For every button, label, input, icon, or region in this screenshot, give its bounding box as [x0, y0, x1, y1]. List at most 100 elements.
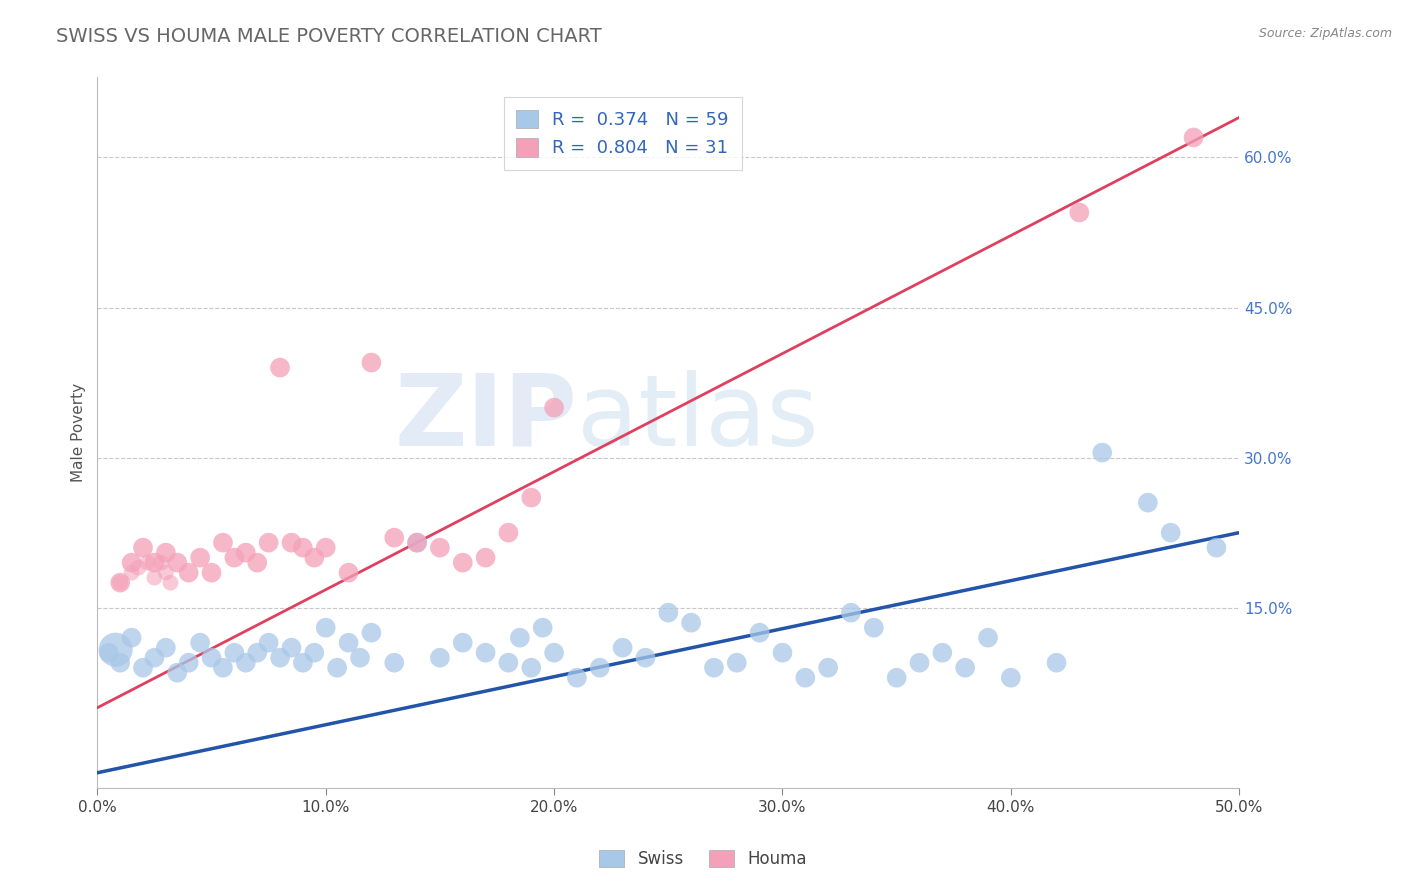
- Point: [337, 636, 360, 650]
- Point: [269, 360, 291, 375]
- Point: [121, 631, 143, 645]
- Point: [155, 546, 177, 560]
- Point: [108, 575, 131, 590]
- Point: [360, 355, 382, 369]
- Point: [1205, 541, 1227, 555]
- Point: [498, 656, 520, 670]
- Point: [543, 401, 565, 415]
- Text: Source: ZipAtlas.com: Source: ZipAtlas.com: [1258, 27, 1392, 40]
- Point: [1069, 205, 1091, 219]
- Point: [953, 661, 976, 675]
- Point: [886, 671, 908, 685]
- Point: [406, 535, 429, 549]
- Point: [543, 646, 565, 660]
- Point: [257, 535, 280, 549]
- Point: [155, 640, 177, 655]
- Point: [520, 661, 543, 675]
- Point: [132, 541, 155, 555]
- Text: atlas: atlas: [576, 370, 818, 467]
- Point: [589, 661, 612, 675]
- Point: [862, 621, 884, 635]
- Point: [155, 566, 177, 580]
- Point: [657, 606, 679, 620]
- Point: [108, 656, 131, 670]
- Point: [474, 646, 496, 660]
- Point: [1160, 525, 1182, 540]
- Point: [166, 556, 188, 570]
- Legend: R =  0.374   N = 59, R =  0.804   N = 31: R = 0.374 N = 59, R = 0.804 N = 31: [503, 97, 741, 170]
- Point: [291, 541, 314, 555]
- Point: [143, 556, 166, 570]
- Point: [509, 631, 531, 645]
- Point: [634, 650, 657, 665]
- Point: [531, 621, 554, 635]
- Point: [382, 656, 405, 670]
- Point: [1000, 671, 1022, 685]
- Point: [565, 671, 588, 685]
- Point: [908, 656, 931, 670]
- Point: [212, 661, 235, 675]
- Point: [977, 631, 1000, 645]
- Point: [772, 646, 794, 660]
- Point: [315, 621, 337, 635]
- Point: [104, 642, 127, 657]
- Point: [1091, 445, 1114, 459]
- Point: [326, 661, 349, 675]
- Point: [520, 491, 543, 505]
- Point: [246, 556, 269, 570]
- Point: [188, 636, 211, 650]
- Point: [224, 550, 246, 565]
- Point: [257, 636, 280, 650]
- Point: [839, 606, 862, 620]
- Point: [166, 665, 188, 680]
- Point: [1182, 130, 1205, 145]
- Point: [246, 646, 269, 660]
- Point: [108, 575, 131, 590]
- Point: [280, 640, 302, 655]
- Point: [143, 571, 166, 585]
- Point: [132, 661, 155, 675]
- Point: [121, 556, 143, 570]
- Point: [349, 650, 371, 665]
- Point: [451, 636, 474, 650]
- Point: [337, 566, 360, 580]
- Point: [188, 550, 211, 565]
- Point: [429, 541, 451, 555]
- Point: [681, 615, 703, 630]
- Point: [1045, 656, 1067, 670]
- Point: [200, 650, 222, 665]
- Point: [269, 650, 291, 665]
- Point: [304, 550, 326, 565]
- Point: [1136, 495, 1159, 509]
- Point: [304, 646, 326, 660]
- Point: [121, 566, 143, 580]
- Point: [159, 575, 181, 590]
- Point: [315, 541, 337, 555]
- Text: ZIP: ZIP: [394, 370, 576, 467]
- Point: [143, 650, 166, 665]
- Point: [235, 656, 257, 670]
- Point: [474, 550, 496, 565]
- Point: [200, 566, 222, 580]
- Text: SWISS VS HOUMA MALE POVERTY CORRELATION CHART: SWISS VS HOUMA MALE POVERTY CORRELATION …: [56, 27, 602, 45]
- Point: [177, 566, 200, 580]
- Y-axis label: Male Poverty: Male Poverty: [72, 383, 86, 483]
- Point: [136, 556, 159, 570]
- Point: [817, 661, 839, 675]
- Point: [429, 650, 451, 665]
- Point: [451, 556, 474, 570]
- Point: [498, 525, 520, 540]
- Point: [703, 661, 725, 675]
- Point: [291, 656, 314, 670]
- Legend: Swiss, Houma: Swiss, Houma: [592, 843, 814, 875]
- Point: [725, 656, 748, 670]
- Point: [224, 646, 246, 660]
- Point: [931, 646, 953, 660]
- Point: [748, 625, 770, 640]
- Point: [150, 556, 173, 570]
- Point: [382, 531, 405, 545]
- Point: [612, 640, 634, 655]
- Point: [97, 646, 120, 660]
- Point: [794, 671, 817, 685]
- Point: [177, 656, 200, 670]
